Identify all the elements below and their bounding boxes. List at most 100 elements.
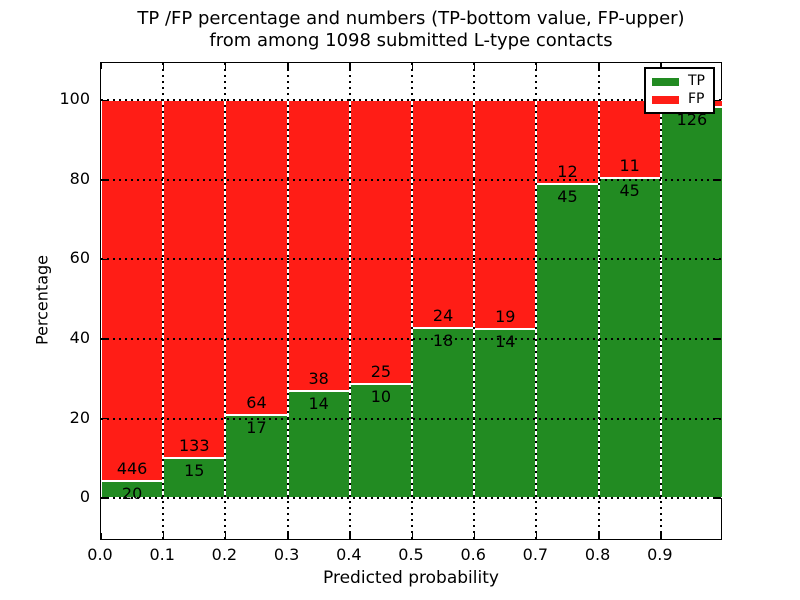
x-tick-label: 0.1 bbox=[149, 545, 175, 564]
tp-count-label: 14 bbox=[308, 393, 329, 413]
x-tick-mark bbox=[100, 533, 102, 539]
gridline-vertical bbox=[348, 63, 351, 539]
x-tick-mark bbox=[598, 533, 600, 539]
gridline-vertical bbox=[162, 63, 165, 539]
fp-count-label: 25 bbox=[370, 362, 392, 382]
tp-count-label: 14 bbox=[495, 332, 516, 352]
fp-swatch-icon bbox=[652, 95, 679, 104]
gridline-vertical bbox=[473, 63, 476, 539]
tp-count-label: 20 bbox=[121, 483, 143, 503]
bar-tp-segment bbox=[660, 106, 723, 499]
y-tick-label: 80 bbox=[69, 168, 90, 188]
x-tick-mark bbox=[162, 533, 165, 539]
x-tick-label: 0.8 bbox=[584, 545, 611, 564]
bar-fp-segment bbox=[163, 100, 226, 458]
bar-fp-segment bbox=[287, 100, 350, 391]
fp-count-label: 38 bbox=[308, 368, 329, 388]
legend-item-tp: TP bbox=[652, 74, 707, 89]
tp-count-label: 45 bbox=[619, 181, 640, 201]
x-tick-label: 0.5 bbox=[398, 545, 424, 564]
legend-label-tp: TP bbox=[688, 73, 705, 89]
gridline-vertical bbox=[411, 63, 413, 539]
bar-fp-segment bbox=[412, 100, 475, 328]
y-tick-mark bbox=[715, 179, 721, 181]
y-tick-label: 40 bbox=[69, 327, 90, 347]
tp-count-label: 45 bbox=[557, 187, 578, 207]
y-tick-mark bbox=[101, 179, 107, 181]
bar-fp-segment bbox=[474, 100, 537, 330]
bar-tp-segment bbox=[225, 414, 288, 499]
y-tick-label: 100 bbox=[59, 89, 90, 109]
fp-count-label: 12 bbox=[557, 162, 578, 182]
chart-title-line2: from among 1098 submitted L-type contact… bbox=[209, 30, 613, 51]
x-tick-label: 0.9 bbox=[647, 545, 673, 564]
y-tick-mark bbox=[101, 417, 107, 420]
gridline-vertical bbox=[597, 63, 600, 539]
x-tick-mark bbox=[411, 63, 413, 69]
tp-count-label: 10 bbox=[370, 387, 392, 407]
bar-fp-segment bbox=[101, 100, 164, 481]
fp-count-label: 24 bbox=[432, 305, 454, 325]
y-tick-mark bbox=[715, 497, 721, 499]
y-tick-mark bbox=[101, 497, 107, 499]
fp-count-label: 446 bbox=[116, 458, 148, 478]
x-tick-mark bbox=[349, 63, 351, 69]
x-tick-label: 0.2 bbox=[211, 545, 238, 564]
x-tick-mark bbox=[287, 533, 289, 539]
y-tick-mark bbox=[715, 338, 721, 340]
chart-title: TP /FP percentage and numbers (TP-bottom… bbox=[100, 8, 722, 52]
x-tick-label: 0.0 bbox=[87, 545, 113, 564]
x-tick-mark bbox=[224, 533, 227, 539]
tp-count-label: 15 bbox=[184, 460, 205, 480]
y-tick-mark bbox=[715, 417, 721, 420]
x-tick-label: 0.7 bbox=[522, 545, 549, 564]
x-tick-mark bbox=[535, 63, 538, 69]
x-tick-mark bbox=[162, 63, 165, 69]
x-tick-mark bbox=[660, 533, 662, 539]
x-tick-mark bbox=[349, 533, 351, 539]
x-tick-label: 0.4 bbox=[336, 545, 362, 564]
chart-title-line1: TP /FP percentage and numbers (TP-bottom… bbox=[137, 8, 685, 29]
y-tick-label: 0 bbox=[79, 487, 90, 507]
x-tick-mark bbox=[287, 63, 289, 69]
x-tick-mark bbox=[598, 63, 600, 69]
gridline-vertical bbox=[659, 63, 662, 539]
y-tick-mark bbox=[101, 258, 107, 261]
legend-label-fp: FP bbox=[688, 91, 705, 107]
x-tick-label: 0.6 bbox=[460, 545, 486, 564]
y-tick-label: 60 bbox=[69, 248, 90, 268]
x-tick-mark bbox=[535, 533, 538, 539]
tp-count-label: 126 bbox=[676, 109, 708, 129]
x-tick-mark bbox=[473, 63, 476, 69]
fp-count-label: 19 bbox=[495, 307, 516, 327]
y-tick-mark bbox=[101, 99, 107, 102]
x-tick-mark bbox=[100, 63, 102, 69]
y-tick-mark bbox=[715, 99, 721, 102]
legend-item-fp: FP bbox=[652, 92, 707, 107]
x-tick-mark bbox=[660, 63, 662, 69]
x-tick-mark bbox=[473, 533, 476, 539]
tp-count-label: 17 bbox=[246, 417, 267, 437]
bar-tp-segment bbox=[536, 184, 599, 499]
legend: TP FP bbox=[644, 67, 715, 114]
bar-tp-segment bbox=[163, 457, 226, 499]
gridline-vertical bbox=[224, 63, 227, 539]
y-tick-mark bbox=[101, 338, 107, 340]
bar-fp-segment bbox=[349, 100, 412, 385]
fp-count-label: 11 bbox=[619, 156, 640, 176]
tp-count-label: 18 bbox=[432, 330, 454, 350]
x-tick-label: 0.3 bbox=[273, 545, 300, 564]
x-axis-label: Predicted probability bbox=[323, 568, 499, 588]
bar-tp-segment bbox=[412, 327, 475, 499]
y-tick-mark bbox=[715, 258, 721, 261]
fp-count-label: 64 bbox=[246, 392, 267, 412]
plot-area: 446 20 133 15 64 17 38 14 25 10 24 18 19 14 12 45 11 45 12… bbox=[100, 62, 723, 540]
x-tick-mark bbox=[411, 533, 413, 539]
y-tick-label: 20 bbox=[69, 407, 90, 427]
gridline-vertical bbox=[535, 63, 538, 539]
gridline-vertical bbox=[286, 63, 289, 539]
bar-fp-segment bbox=[225, 100, 288, 415]
x-tick-mark bbox=[224, 63, 227, 69]
bar-tp-segment bbox=[474, 329, 537, 499]
